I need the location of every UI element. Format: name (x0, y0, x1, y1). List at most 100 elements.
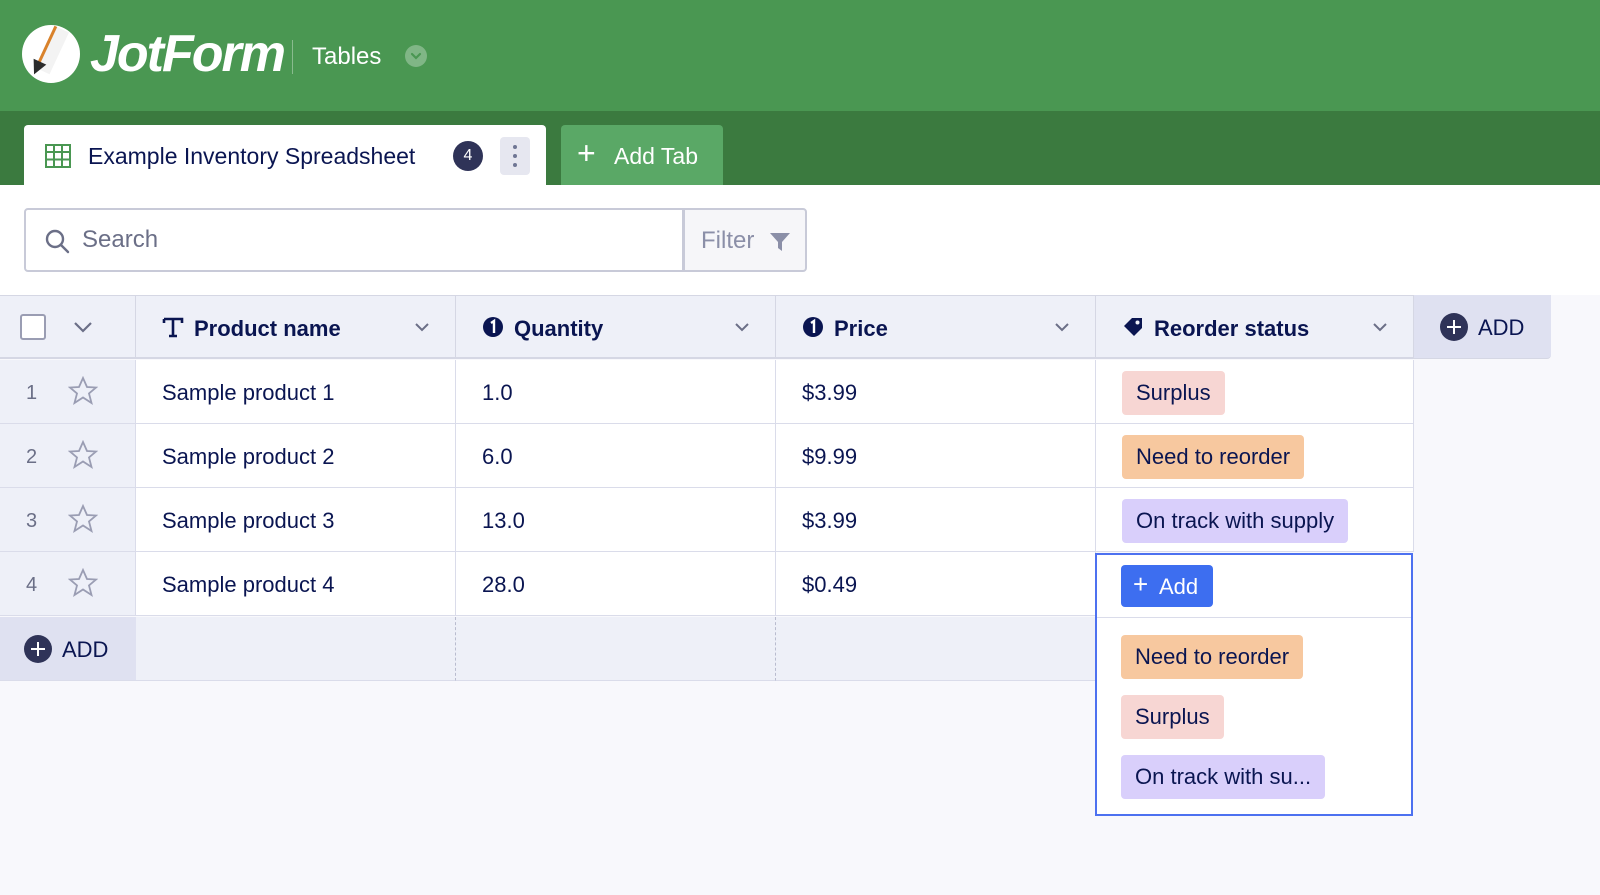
column-header-product-name[interactable]: Product name (136, 295, 456, 359)
logo-mark-icon (22, 25, 80, 83)
row-index-cell: 3 (0, 488, 136, 552)
filter-label: Filter (701, 227, 755, 254)
reorder-status-cell[interactable]: Need to reorder (1096, 424, 1414, 488)
price-cell[interactable]: $0.49 (776, 552, 1096, 616)
toolbar: Filter (0, 185, 1600, 295)
cell-text: $9.99 (802, 444, 858, 469)
search-input[interactable] (82, 220, 662, 260)
price-cell[interactable]: $9.99 (776, 424, 1096, 488)
quantity-cell[interactable]: 1.0 (456, 360, 776, 424)
row-number: 2 (26, 446, 38, 468)
select-column-header (0, 295, 136, 359)
dropdown-option-on-track[interactable]: On track with su... (1121, 755, 1326, 799)
quantity-cell[interactable]: 28.0 (456, 552, 776, 616)
chevron-down-icon[interactable] (733, 318, 751, 336)
star-icon[interactable] (68, 376, 98, 406)
tab-more-menu-icon[interactable] (500, 137, 530, 175)
column-header-reorder-status[interactable]: Reorder status (1096, 295, 1414, 359)
product-name-cell[interactable]: Sample product 2 (136, 424, 456, 488)
row-index-cell: 4 (0, 552, 136, 616)
cell-text: $3.99 (802, 508, 858, 533)
search-box (24, 208, 684, 272)
plus-circle-icon (1440, 313, 1468, 341)
product-name-cell[interactable]: Sample product 1 (136, 360, 456, 424)
price-cell[interactable]: $3.99 (776, 488, 1096, 552)
number-icon (803, 317, 823, 337)
cell-text: $3.99 (802, 380, 858, 405)
add-tab-button[interactable]: + Add Tab (561, 125, 723, 185)
tab-count-badge: 4 (453, 141, 483, 171)
status-badge: Surplus (1122, 371, 1225, 415)
table-row: 4 Sample product 4 28.0 $0.49 (0, 552, 1414, 616)
empty-cell (456, 617, 776, 681)
add-option-button[interactable]: + Add (1121, 565, 1213, 607)
tag-icon (1124, 318, 1142, 336)
column-label: Price (834, 316, 888, 341)
product-name-cell[interactable]: Sample product 4 (136, 552, 456, 616)
tab-label: Example Inventory Spreadsheet (88, 143, 416, 169)
dropdown-header: + Add (1097, 555, 1411, 618)
column-label: Quantity (514, 316, 604, 341)
header-divider (292, 40, 293, 74)
text-icon (162, 317, 184, 338)
product-name-cell[interactable]: Sample product 3 (136, 488, 456, 552)
table-row: 1 Sample product 1 1.0 $3.99 Surplus (0, 360, 1414, 424)
plus-icon: + (577, 135, 596, 171)
row-index-cell: 2 (0, 424, 136, 488)
row-number: 3 (26, 510, 38, 532)
chevron-down-icon[interactable] (1053, 318, 1071, 336)
empty-cell (136, 617, 456, 681)
column-header-price[interactable]: Price (776, 295, 1096, 359)
star-icon[interactable] (68, 568, 98, 598)
cell-text: Sample product 2 (162, 444, 335, 469)
add-row-button[interactable]: ADD (0, 617, 136, 681)
quantity-cell[interactable]: 13.0 (456, 488, 776, 552)
star-icon[interactable] (68, 440, 98, 470)
empty-cell (776, 617, 1096, 681)
table-row: 2 Sample product 2 6.0 $9.99 Need to reo… (0, 424, 1414, 488)
top-bar: JotForm Tables (0, 0, 1600, 111)
add-row-label: ADD (62, 637, 109, 662)
cell-text: $0.49 (802, 572, 858, 597)
dropdown-option-surplus[interactable]: Surplus (1121, 695, 1224, 739)
number-icon (483, 317, 503, 337)
chevron-down-icon[interactable] (1371, 318, 1389, 336)
search-icon (45, 229, 70, 254)
chevron-down-icon[interactable] (405, 45, 427, 67)
star-icon[interactable] (68, 504, 98, 534)
status-dropdown: + Add Need to reorder Surplus On track w… (1095, 553, 1413, 816)
add-column-button[interactable]: ADD (1414, 295, 1551, 359)
chevron-down-icon[interactable] (72, 318, 94, 336)
cell-text: Sample product 3 (162, 508, 335, 533)
column-label: Product name (194, 316, 341, 341)
filter-button[interactable]: Filter (683, 208, 807, 272)
reorder-status-cell[interactable]: On track with supply (1096, 488, 1414, 552)
row-number: 1 (26, 382, 38, 404)
row-number: 4 (26, 574, 38, 596)
status-badge: Need to reorder (1122, 435, 1305, 479)
add-row-bar: ADD (0, 617, 1096, 681)
add-tab-label: Add Tab (614, 143, 698, 169)
cell-text: Sample product 1 (162, 380, 335, 405)
plus-circle-icon (24, 635, 52, 663)
chevron-down-icon[interactable] (413, 318, 431, 336)
add-option-label: Add (1159, 574, 1199, 599)
plus-icon: + (1133, 569, 1149, 599)
cell-text: Sample product 4 (162, 572, 335, 597)
product-switcher-label[interactable]: Tables (312, 43, 382, 70)
column-header-quantity[interactable]: Quantity (456, 295, 776, 359)
logo-text: JotForm (90, 25, 286, 83)
price-cell[interactable]: $3.99 (776, 360, 1096, 424)
row-index-cell: 1 (0, 360, 136, 424)
dropdown-option-need-to-reorder[interactable]: Need to reorder (1121, 635, 1304, 679)
quantity-cell[interactable]: 6.0 (456, 424, 776, 488)
select-all-checkbox[interactable] (20, 314, 46, 340)
reorder-status-cell[interactable]: Surplus (1096, 360, 1414, 424)
table-row: 3 Sample product 3 13.0 $3.99 On track w… (0, 488, 1414, 552)
tab-example-inventory[interactable]: Example Inventory Spreadsheet 4 (24, 125, 546, 185)
cell-text: 6.0 (482, 444, 513, 469)
cell-text: 1.0 (482, 380, 513, 405)
tab-bar: Example Inventory Spreadsheet 4 + Add Ta… (0, 111, 1600, 185)
jotform-logo[interactable]: JotForm (22, 24, 286, 84)
add-column-label: ADD (1478, 315, 1525, 340)
